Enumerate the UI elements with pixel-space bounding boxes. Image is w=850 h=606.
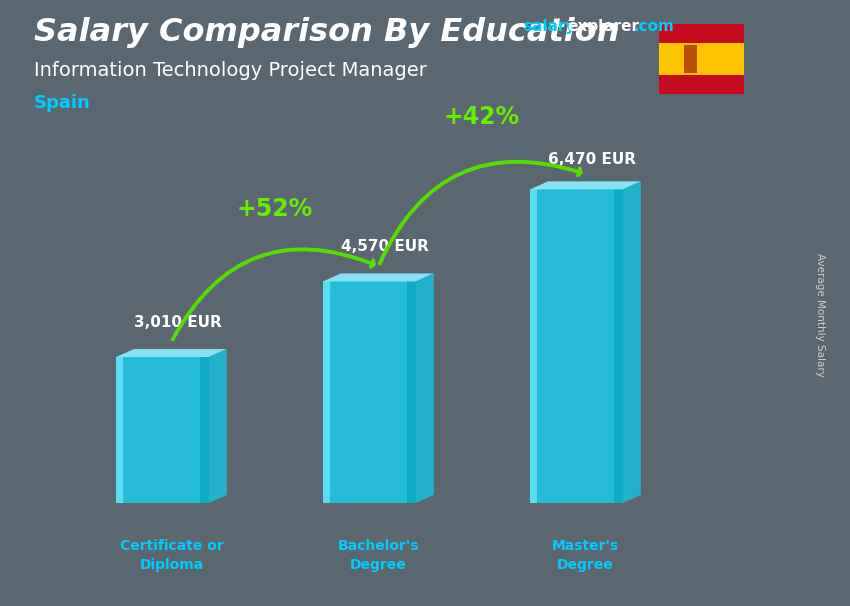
Polygon shape [116,357,209,503]
Text: Spain: Spain [34,94,91,112]
Polygon shape [323,281,331,503]
Polygon shape [116,357,123,503]
Text: Salary Comparison By Education: Salary Comparison By Education [34,17,620,48]
Polygon shape [323,273,434,281]
Text: 3,010 EUR: 3,010 EUR [134,315,222,330]
Text: +52%: +52% [237,197,313,221]
Polygon shape [530,189,623,503]
Text: .com: .com [633,19,674,35]
Polygon shape [323,281,416,503]
Bar [684,45,697,73]
Polygon shape [530,181,641,189]
Polygon shape [614,189,623,503]
Text: +42%: +42% [444,105,520,128]
Text: explorer: explorer [568,19,640,35]
Text: 6,470 EUR: 6,470 EUR [548,153,636,167]
Text: Master's
Degree: Master's Degree [552,539,619,571]
Text: Certificate or
Diploma: Certificate or Diploma [120,539,224,571]
Text: salary: salary [523,19,575,35]
Polygon shape [116,349,227,357]
Polygon shape [623,181,641,503]
Text: Average Monthly Salary: Average Monthly Salary [815,253,825,377]
Text: 4,570 EUR: 4,570 EUR [341,239,429,254]
Polygon shape [406,281,416,503]
Polygon shape [209,349,227,503]
Text: Bachelor's
Degree: Bachelor's Degree [337,539,419,571]
Polygon shape [530,189,537,503]
Text: Information Technology Project Manager: Information Technology Project Manager [34,61,427,79]
Polygon shape [200,357,209,503]
Bar [659,43,744,75]
Polygon shape [416,273,434,503]
